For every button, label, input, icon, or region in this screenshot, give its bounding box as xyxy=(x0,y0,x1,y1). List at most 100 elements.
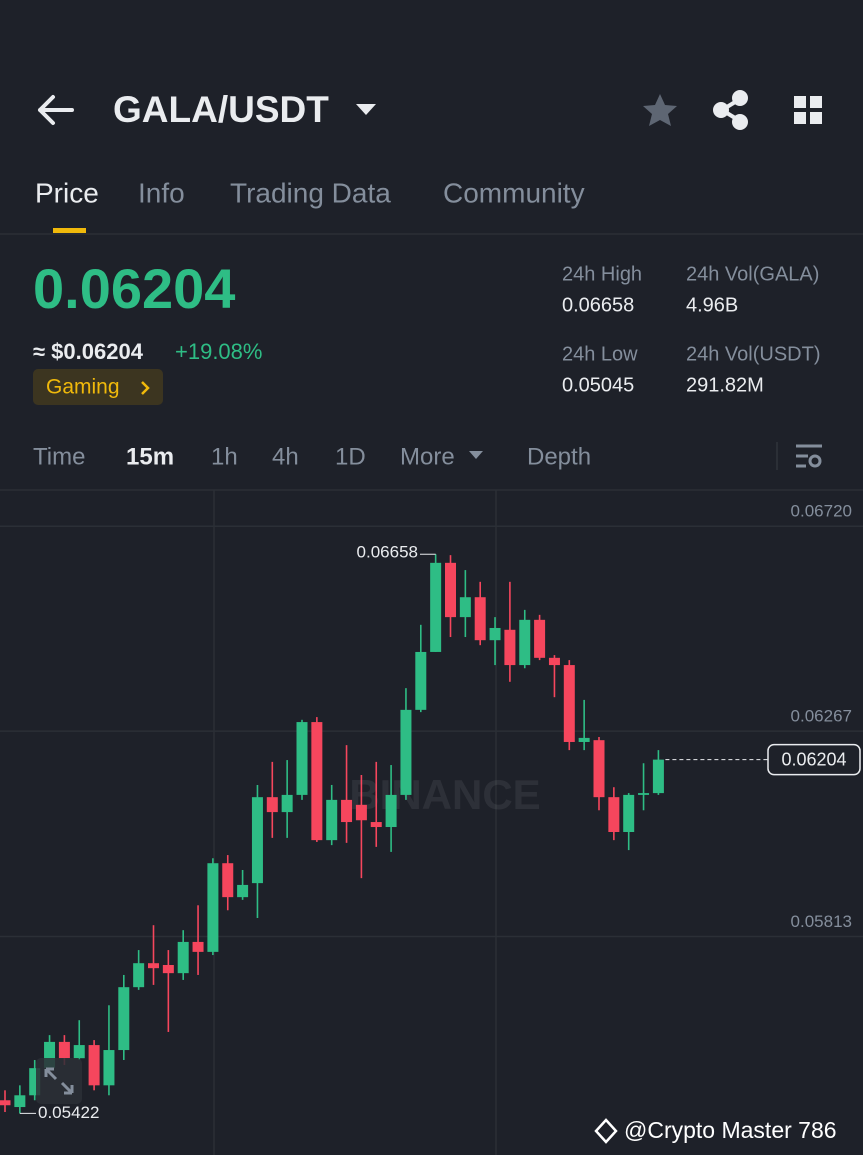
candle-body xyxy=(593,740,605,798)
stat-label: 24h Vol(USDT) xyxy=(686,343,821,365)
candle-body xyxy=(459,597,471,618)
chart-settings[interactable] xyxy=(796,444,822,468)
grid-cell xyxy=(794,96,806,108)
candle-body xyxy=(519,619,531,666)
candle-body xyxy=(266,797,278,813)
candle-body xyxy=(162,965,174,974)
candle-body xyxy=(474,597,486,641)
candle-body xyxy=(103,1050,115,1086)
candle-body xyxy=(400,709,412,795)
high-marker-label: 0.06658 xyxy=(357,543,418,562)
candle-body xyxy=(638,793,650,795)
candle-body xyxy=(355,804,367,821)
candle-body xyxy=(534,619,546,658)
share-dot xyxy=(732,90,748,106)
stat-label: 24h Vol(GALA) xyxy=(686,263,819,285)
candle-body xyxy=(0,1100,11,1106)
tag-badge[interactable] xyxy=(33,369,163,405)
interval[interactable]: Depth xyxy=(527,443,591,470)
chart-watermark: BINANCE xyxy=(349,771,540,818)
grid-cell xyxy=(810,112,822,124)
more-dropdown[interactable] xyxy=(469,451,483,459)
candle-body xyxy=(563,665,575,742)
grid-menu[interactable] xyxy=(794,96,822,124)
candle-body xyxy=(430,562,442,652)
candle-body xyxy=(73,1045,85,1059)
candle-body xyxy=(504,629,516,666)
grid-cell xyxy=(794,112,806,124)
usd-price: ≈ $0.06204 xyxy=(33,339,144,364)
candle-body xyxy=(281,794,293,813)
fullscreen-button[interactable] xyxy=(36,1058,82,1104)
stat-value: 0.05045 xyxy=(562,374,634,396)
back-arrow xyxy=(38,95,74,125)
favorite-star[interactable] xyxy=(643,94,677,126)
settings-gear xyxy=(808,454,822,468)
grid-cell xyxy=(810,96,822,108)
candle-body xyxy=(311,722,323,841)
candle-body xyxy=(652,759,664,794)
share-dot xyxy=(713,102,729,118)
candle-body xyxy=(237,884,249,898)
candle-body xyxy=(296,722,308,795)
tab[interactable]: Community xyxy=(443,177,585,208)
candle-body xyxy=(578,737,590,742)
fullscreen-icon xyxy=(44,1067,74,1095)
candle-body xyxy=(207,863,219,952)
stat-label: 24h High xyxy=(562,263,642,285)
candle-body xyxy=(341,799,353,823)
stat-value: 291.82M xyxy=(686,374,764,396)
interval[interactable]: Time xyxy=(33,443,85,470)
candle-body xyxy=(29,1068,41,1096)
back-button[interactable] xyxy=(38,95,74,125)
interval[interactable]: 15m xyxy=(126,443,174,470)
candlestick-chart: BINANCE 0.06720 0.06267 0.05813 0.06658 0.05… xyxy=(0,490,863,1155)
candle-body xyxy=(370,822,382,828)
candle-body xyxy=(222,863,234,898)
candle-body xyxy=(44,1041,56,1069)
interval[interactable]: 4h xyxy=(272,443,299,470)
candle-body xyxy=(14,1095,26,1108)
tag-chevron xyxy=(141,381,150,395)
price-change: +19.08% xyxy=(175,339,262,364)
candle-body xyxy=(326,799,338,841)
candle-body xyxy=(58,1041,70,1059)
tab[interactable]: Price xyxy=(35,177,99,208)
y-tick-label: 0.06267 xyxy=(791,707,852,726)
stat-value: 0.06658 xyxy=(562,294,634,316)
share-button[interactable] xyxy=(713,90,748,130)
candle-body xyxy=(548,657,560,666)
last-price-label: 0.06204 xyxy=(781,749,846,769)
last-price: 0.06204 xyxy=(33,257,235,320)
tab[interactable]: Info xyxy=(138,177,185,208)
y-tick-label: 0.05813 xyxy=(791,912,852,931)
interval[interactable]: 1D xyxy=(335,443,366,470)
candle-body xyxy=(251,797,263,884)
candle-body xyxy=(445,562,456,618)
stat-label: 24h Low xyxy=(562,343,638,365)
last-price-box xyxy=(767,743,861,776)
candle-body xyxy=(88,1045,100,1086)
candle-body xyxy=(385,794,397,828)
low-marker-label: 0.05422 xyxy=(38,1103,99,1122)
tab[interactable]: Trading Data xyxy=(230,177,391,208)
candle-body xyxy=(133,963,145,988)
y-tick-label: 0.06720 xyxy=(791,502,852,521)
watermark-icon xyxy=(594,1118,618,1144)
candle-body xyxy=(148,963,159,969)
candle-body xyxy=(177,941,189,974)
watermark: @Crypto Master 786 xyxy=(624,1117,837,1143)
pair-dropdown[interactable] xyxy=(356,104,376,115)
interval[interactable]: More xyxy=(400,443,455,470)
candle-body xyxy=(415,651,427,710)
candle-body xyxy=(489,627,501,641)
fullscreen-box xyxy=(36,1058,82,1104)
interval[interactable]: 1h xyxy=(211,443,238,470)
pair-title[interactable]: GALA/USDT xyxy=(113,89,329,130)
tag-label[interactable]: Gaming xyxy=(46,376,120,399)
candle-body xyxy=(118,987,130,1051)
tab-indicator xyxy=(53,228,86,233)
candle-body xyxy=(623,794,635,832)
